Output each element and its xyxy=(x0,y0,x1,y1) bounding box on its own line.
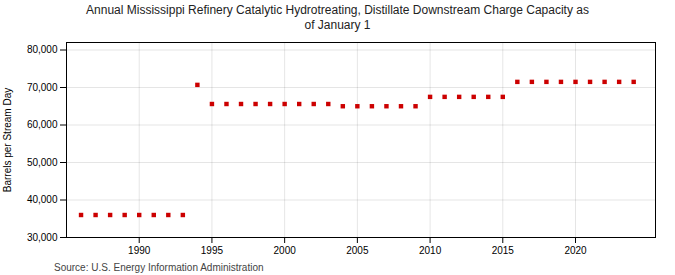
svg-text:2000: 2000 xyxy=(274,245,297,256)
svg-text:50,000: 50,000 xyxy=(27,157,58,168)
svg-text:70,000: 70,000 xyxy=(27,82,58,93)
svg-text:40,000: 40,000 xyxy=(27,194,58,205)
svg-text:60,000: 60,000 xyxy=(27,119,58,130)
svg-text:80,000: 80,000 xyxy=(27,44,58,55)
html-text:Source: U.S. Energy Informatio: Source: U.S. Energy Information Administ… xyxy=(54,262,264,273)
svg-text:Barrels per Stream Day: Barrels per Stream Day xyxy=(2,88,13,192)
svg-text:1990: 1990 xyxy=(128,245,151,256)
svg-text:2010: 2010 xyxy=(419,245,442,256)
svg-text:1995: 1995 xyxy=(201,245,224,256)
html-text:Annual Mississippi Refinery Ca: Annual Mississippi Refinery Catalytic Hy… xyxy=(86,3,589,32)
svg-text:2005: 2005 xyxy=(346,245,369,256)
svg-text:2015: 2015 xyxy=(492,245,515,256)
svg-text:30,000: 30,000 xyxy=(27,232,58,243)
svg-text:2020: 2020 xyxy=(564,245,587,256)
